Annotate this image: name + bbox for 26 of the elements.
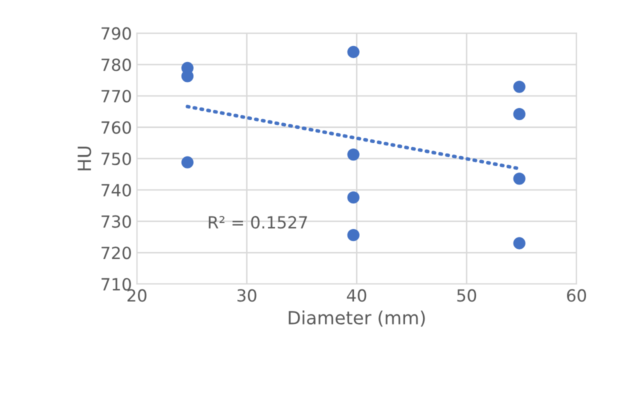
point — [347, 229, 360, 242]
y-axis-title: HU — [78, 146, 92, 170]
x-tick-label: 60 — [567, 289, 586, 302]
y-tick-label: 790 — [102, 27, 131, 40]
x-tick-label: 20 — [128, 289, 146, 302]
y-tick-label: 730 — [102, 215, 131, 228]
point — [513, 172, 526, 185]
y-tick-label: 760 — [102, 121, 131, 134]
x-axis-title: Diameter (mm) — [288, 310, 425, 327]
y-tick-label: 710 — [102, 278, 131, 291]
point — [181, 156, 194, 168]
y-tick-label: 780 — [102, 58, 131, 72]
x-tick-label: 50 — [457, 289, 476, 302]
y-tick-label: 720 — [102, 246, 131, 260]
point — [513, 108, 526, 120]
y-tick-label: 740 — [102, 184, 131, 197]
point — [347, 191, 360, 204]
x-tick-label: 40 — [346, 289, 366, 302]
y-tick-label: 770 — [102, 90, 131, 102]
point — [347, 148, 360, 161]
y-tick-label: 750 — [102, 152, 131, 166]
annotation: R² = 0.1527 — [208, 216, 307, 229]
point — [347, 46, 360, 58]
point — [513, 80, 526, 93]
x-tick-label: 30 — [237, 289, 256, 302]
point — [513, 237, 526, 250]
